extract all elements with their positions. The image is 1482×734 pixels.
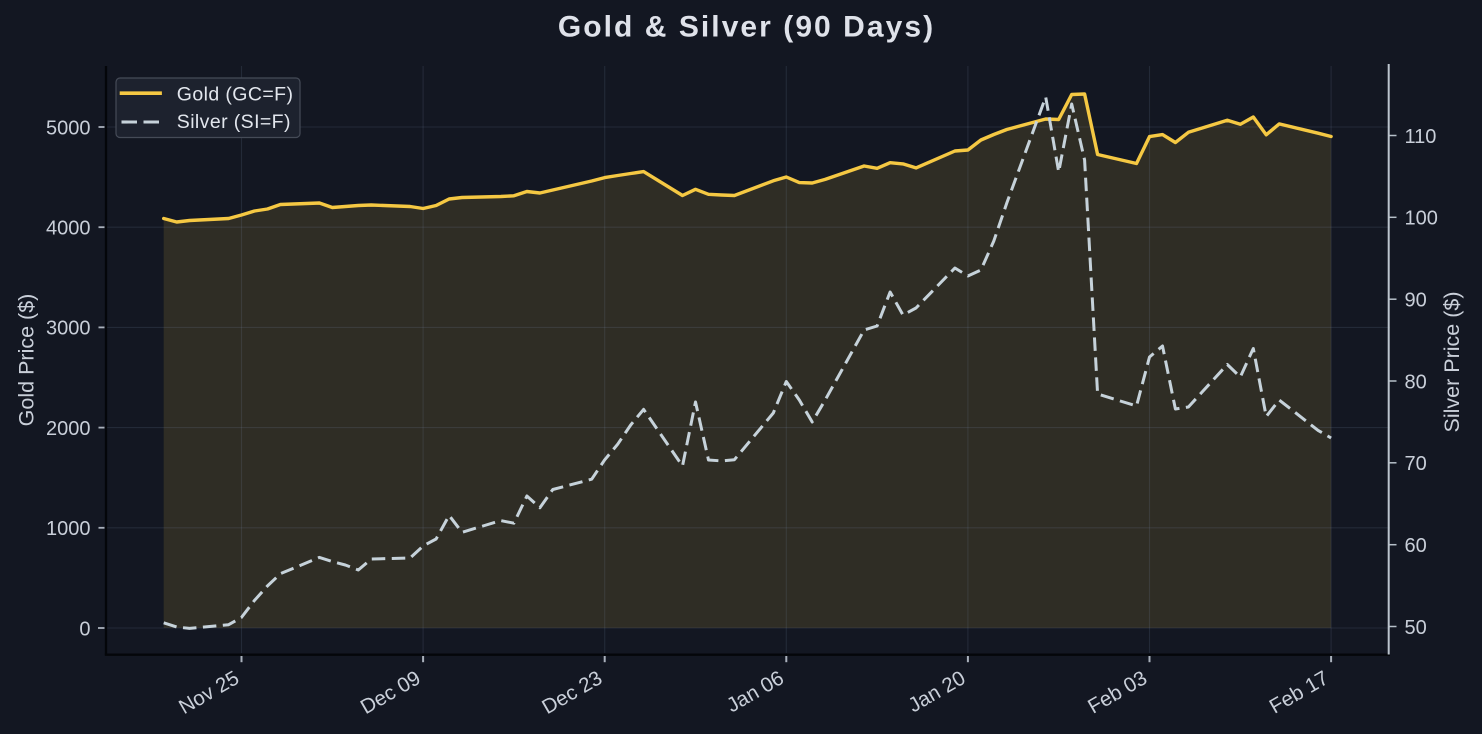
svg-text:Gold & Silver (90 Days): Gold & Silver (90 Days)	[558, 11, 935, 44]
svg-text:3000: 3000	[46, 318, 91, 340]
svg-text:4000: 4000	[46, 218, 91, 240]
svg-text:5000: 5000	[46, 117, 91, 139]
svg-text:Silver (SI=F): Silver (SI=F)	[177, 111, 291, 133]
svg-text:1000: 1000	[46, 518, 91, 540]
svg-text:0: 0	[79, 618, 90, 640]
svg-text:Gold (GC=F): Gold (GC=F)	[177, 84, 294, 106]
svg-text:60: 60	[1405, 535, 1427, 557]
svg-text:80: 80	[1405, 371, 1427, 393]
svg-text:90: 90	[1405, 290, 1427, 312]
svg-text:70: 70	[1405, 453, 1427, 475]
svg-text:100: 100	[1405, 208, 1438, 230]
svg-text:Silver Price ($): Silver Price ($)	[1440, 292, 1464, 433]
svg-text:110: 110	[1405, 126, 1437, 148]
svg-text:Gold Price ($): Gold Price ($)	[15, 294, 39, 427]
svg-text:2000: 2000	[46, 418, 91, 440]
svg-text:50: 50	[1405, 617, 1427, 639]
